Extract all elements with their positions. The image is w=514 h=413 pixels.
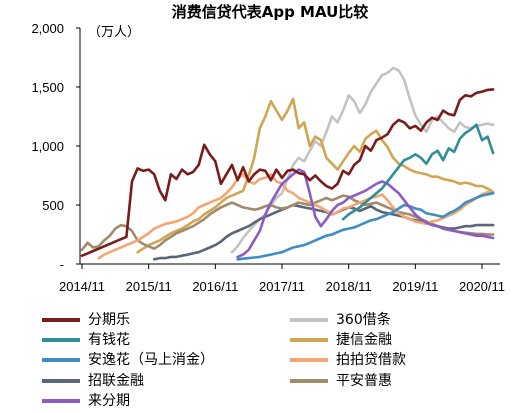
legend-swatch bbox=[42, 338, 80, 342]
legend-item-zhaolian-jinrong: 招联金融 bbox=[42, 371, 144, 391]
series-line-youqianhua bbox=[341, 123, 495, 221]
legend-swatch bbox=[290, 379, 328, 383]
y-tick-label: 1,000 bbox=[31, 139, 64, 154]
legend-label: 安逸花（马上消金） bbox=[88, 352, 214, 368]
series-line-jiexin-jinrong bbox=[136, 97, 495, 254]
legend-item-pingan-puhui: 平安普惠 bbox=[290, 371, 392, 391]
x-tick-label: 2019/11 bbox=[392, 279, 438, 294]
legend-item-laifenqi: 来分期 bbox=[42, 391, 130, 411]
y-unit-label: （万人） bbox=[88, 24, 140, 39]
legend-item-jiexin-jinrong: 捷信金融 bbox=[290, 330, 392, 350]
x-tick-label: 2020/11 bbox=[459, 279, 505, 294]
y-tick-label: - bbox=[60, 257, 64, 272]
line-chart: （万人） - 500 1,000 1,500 2,000 2014/11 2015/11 20… bbox=[31, 21, 505, 294]
series-line-anyihua bbox=[236, 191, 495, 261]
x-tick-label: 2014/11 bbox=[59, 279, 105, 294]
legend-item-youqianhua: 有钱花 bbox=[42, 330, 130, 350]
legend-label: 招联金融 bbox=[88, 373, 144, 389]
legend-swatch bbox=[42, 399, 80, 403]
y-tick-label: 2,000 bbox=[31, 21, 64, 36]
series-line-laifenqi bbox=[236, 168, 495, 259]
legend-item-fenqile: 分期乐 bbox=[42, 310, 130, 330]
legend-swatch bbox=[290, 318, 328, 322]
legend-item-paipaidai: 拍拍贷借款 bbox=[290, 350, 406, 370]
legend-swatch bbox=[42, 358, 80, 362]
legend-label: 拍拍贷借款 bbox=[336, 352, 406, 368]
series-line-360-jietiao bbox=[230, 66, 495, 254]
x-tick-label: 2018/11 bbox=[326, 279, 372, 294]
y-tick-label: 500 bbox=[42, 198, 64, 213]
legend-item-360-jietiao: 360借条 bbox=[290, 310, 391, 330]
series-line-fenqile bbox=[80, 88, 495, 257]
legend-swatch bbox=[42, 318, 80, 322]
legend-label: 360借条 bbox=[336, 312, 391, 328]
legend-swatch bbox=[42, 379, 80, 383]
legend-swatch bbox=[290, 358, 328, 362]
legend-label: 来分期 bbox=[88, 393, 130, 409]
legend-label: 分期乐 bbox=[88, 312, 130, 328]
axes: - 500 1,000 1,500 2,000 2014/11 2015/11 2016/11… bbox=[31, 21, 505, 294]
legend-swatch bbox=[290, 338, 328, 342]
chart-title: 消费信贷代表App MAU比较 bbox=[171, 3, 369, 21]
legend-label: 平安普惠 bbox=[336, 373, 392, 389]
legend-label: 有钱花 bbox=[88, 332, 130, 348]
x-tick-label: 2017/11 bbox=[259, 279, 305, 294]
legend-label: 捷信金融 bbox=[336, 332, 392, 348]
y-tick-label: 1,500 bbox=[31, 80, 64, 95]
series-lines bbox=[80, 66, 495, 261]
x-tick-label: 2015/11 bbox=[126, 279, 172, 294]
x-tick-label: 2016/11 bbox=[192, 279, 238, 294]
legend-item-anyihua: 安逸花（马上消金） bbox=[42, 350, 214, 370]
